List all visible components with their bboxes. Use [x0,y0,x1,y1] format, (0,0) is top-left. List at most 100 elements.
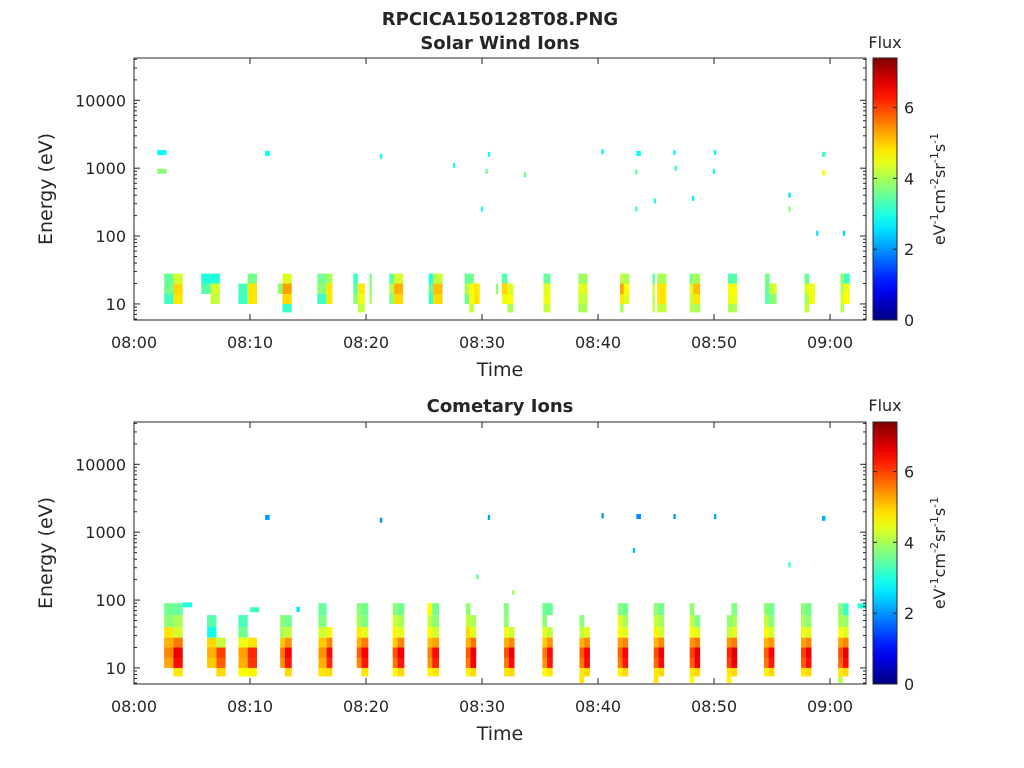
spectrogram-cell [765,283,770,295]
spectrogram-cell [542,627,547,638]
spectrogram-cell [361,603,369,616]
spectrogram-cell [620,273,624,284]
spectrogram-cell [353,273,358,284]
spectrogram-cell [318,615,327,628]
spectrogram-cell [361,667,369,677]
spectrogram-cell [763,667,769,677]
spectrogram-cell [653,658,659,668]
spectrogram-cell [393,283,404,295]
spectrogram-cell [164,615,174,628]
spectrogram-cell [765,294,770,304]
spectrogram-cell [693,303,701,313]
spectrogram-cell [210,283,220,295]
spectrogram-cell [318,627,327,638]
spectrogram-cell [173,615,183,628]
spectrogram-cell [693,294,701,304]
spectrogram-cell [769,294,777,304]
spectrogram-cell [480,206,484,212]
spectrogram-cell [487,151,491,157]
spectrogram-cell [658,627,665,638]
spectrogram-cell [280,647,285,659]
spectrogram-cell [622,627,629,638]
spectrogram-cell [465,647,471,659]
spectrogram-cell [173,658,183,668]
spectrogram-cell [389,273,394,284]
spectrogram-cell [397,627,405,638]
spectrogram-cell [470,615,477,628]
spectrogram-cell [397,647,405,659]
spectrogram-cell [280,637,285,648]
spectrogram-cell [763,647,769,659]
spectrogram-cell [361,637,369,648]
spectrogram-cell [821,515,826,521]
spectrogram-cell [164,658,174,668]
spectrogram-cell [476,574,479,580]
spectrogram-cell [652,294,655,304]
spectrogram-cell [428,273,434,284]
spectrogram-cell [658,615,665,628]
spectrogram-cell [284,667,292,677]
spectrogram-cell [501,294,508,304]
spectrogram-cell [620,283,624,295]
spectrogram-cell [361,647,369,659]
unit-base: eV [930,224,949,245]
spectrogram-cell [379,153,383,159]
spectrogram-cell [617,615,623,628]
spectrogram-cell [465,615,471,628]
spectrogram-cell [470,627,477,638]
spectrogram-cell [546,658,553,668]
colorbar [872,421,898,685]
x-tick-label: 08:10 [227,697,273,716]
y-axis-label: Energy (eV) [35,497,57,609]
spectrogram-cell [601,513,604,519]
spectrogram-cell [207,658,217,668]
spectrogram-cell [809,283,815,295]
spectrogram-cell [318,658,327,668]
spectrogram-cell [843,283,850,295]
unit-base: s [930,508,949,516]
spectrogram [157,149,850,313]
spectrogram-cell [689,273,694,284]
spectrogram-cell [432,647,440,659]
unit-exponent: -1 [928,133,941,144]
spectrogram-cell [579,615,585,628]
spectrogram-cell [238,627,248,638]
spectrogram-cell [578,273,588,284]
spectrogram-cell [392,603,398,616]
spectrogram-cell [622,603,629,616]
spectrogram-cell [504,615,509,628]
unit-exponent: -1 [928,497,941,508]
spectrogram-cell [280,627,285,638]
spectrogram-cell [427,647,433,659]
spectrogram-cell [658,647,665,659]
spectrogram-cell [465,658,471,668]
spectrogram-cell [635,169,638,175]
unit-exponent: -2 [928,542,941,553]
unit-exponent: -1 [928,213,941,224]
colorbar-tick-label: 0 [904,311,914,330]
spectrogram-cell [712,168,716,174]
spectrogram-cell [804,303,810,313]
spectrogram-cell [714,150,717,156]
spectrogram-cell [432,603,440,616]
spectrogram-cell [201,273,220,284]
spectrogram-cell [369,283,372,295]
spectrogram-cell [693,273,701,284]
spectrogram-cell [578,294,588,304]
spectrogram-cell [694,627,701,638]
spectrogram-cell [579,637,585,648]
spectrogram-cell [238,615,248,628]
spectrogram-cell [843,273,850,284]
spectrogram-cell [805,658,812,668]
spectrogram-cell [326,294,333,304]
spectrogram-cell [801,647,806,659]
spectrogram-cell [173,667,183,677]
spectrogram-cell [280,615,285,628]
spectrogram-cell [584,647,590,659]
spectrogram-cell [353,294,358,304]
spectrogram-cell [238,667,248,677]
spectrogram-cell [432,637,440,648]
spectrogram-cell [317,273,327,284]
spectrogram-cell [173,603,183,616]
spectrogram-cell [173,627,183,638]
